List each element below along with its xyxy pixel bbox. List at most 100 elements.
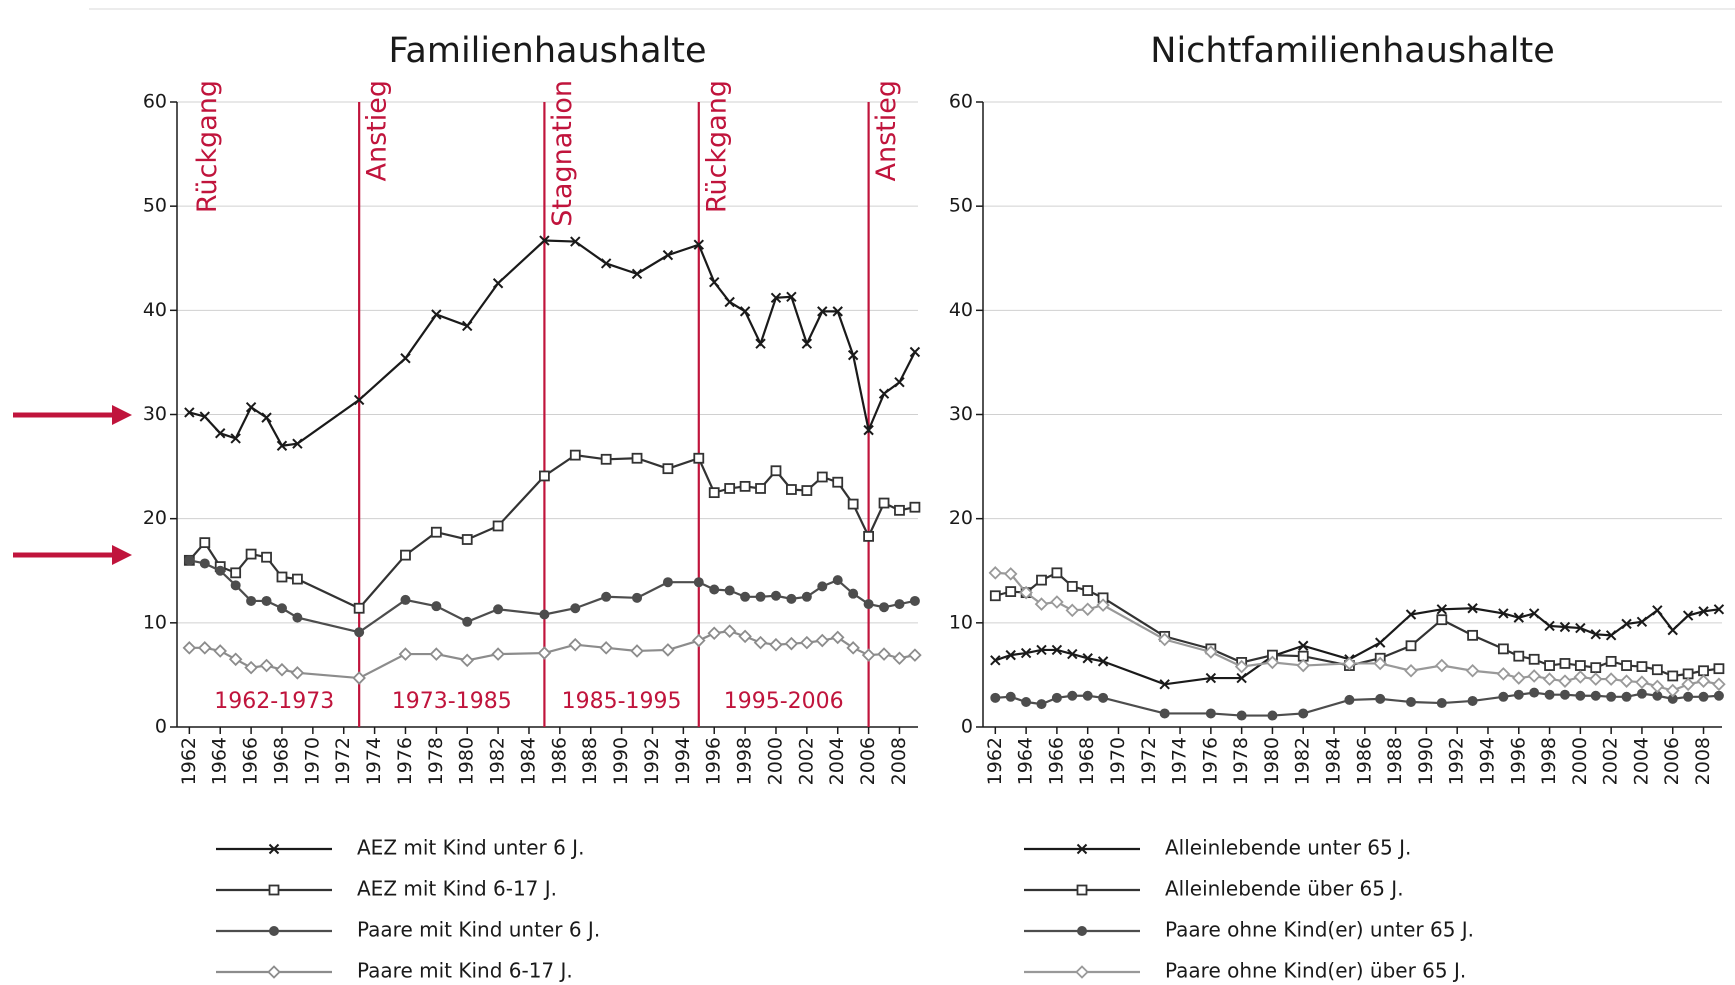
marker: [276, 571, 288, 583]
marker: [990, 692, 1001, 703]
legend-label: AEZ mit Kind 6-17 J.: [357, 877, 557, 901]
x-tick-label: 1968: [1076, 737, 1098, 785]
legend-marker: [1076, 843, 1088, 855]
marker: [738, 629, 752, 644]
marker: [215, 428, 226, 439]
marker: [600, 258, 612, 269]
legend-label: Paare mit Kind unter 6 J.: [357, 918, 600, 942]
marker: [1574, 660, 1586, 671]
marker: [352, 671, 366, 685]
marker: [1205, 672, 1217, 684]
marker: [832, 575, 843, 586]
marker: [879, 602, 890, 613]
marker: [800, 635, 814, 650]
legend-label: Paare mit Kind 6-17 J.: [357, 959, 573, 983]
marker: [1652, 605, 1663, 616]
marker: [1513, 650, 1525, 662]
marker: [693, 577, 704, 588]
x-tick-label: 2000: [764, 737, 786, 785]
marker: [786, 484, 797, 495]
legend-label: AEZ mit Kind unter 6 J.: [357, 836, 584, 860]
marker: [662, 463, 674, 475]
marker: [878, 497, 890, 509]
marker: [1604, 672, 1618, 686]
marker: [786, 593, 797, 604]
marker: [1636, 688, 1647, 699]
marker: [539, 609, 550, 620]
marker: [740, 591, 751, 602]
marker: [846, 641, 860, 655]
marker: [847, 498, 859, 510]
marker: [1019, 585, 1033, 600]
x-tick-label: 1986: [1353, 737, 1375, 785]
marker: [770, 590, 781, 601]
marker: [199, 558, 210, 569]
x-tick-label: 1996: [1507, 737, 1529, 785]
marker: [709, 584, 720, 595]
marker: [909, 346, 921, 358]
marker: [244, 660, 258, 675]
marker: [662, 577, 673, 588]
marker: [755, 591, 766, 602]
legend-marker: [1075, 965, 1089, 979]
marker: [1667, 670, 1679, 682]
marker: [461, 534, 473, 545]
marker: [1436, 604, 1448, 615]
marker: [539, 470, 550, 482]
marker: [1635, 675, 1649, 689]
phase-label: Rückgang: [701, 80, 732, 213]
marker: [1467, 695, 1478, 706]
x-tick-label: 1984: [1323, 737, 1345, 785]
marker: [292, 438, 303, 449]
marker: [228, 652, 243, 667]
marker: [1082, 690, 1093, 701]
marker: [817, 306, 828, 317]
marker: [1036, 644, 1047, 656]
marker: [292, 612, 303, 623]
marker: [1544, 689, 1555, 700]
marker: [786, 291, 797, 302]
marker: [431, 601, 442, 612]
marker: [245, 548, 257, 560]
marker: [1559, 658, 1571, 669]
marker: [1097, 656, 1109, 667]
marker: [184, 555, 195, 566]
legend-marker: [267, 965, 281, 979]
marker: [537, 646, 552, 660]
marker: [863, 599, 874, 610]
series-line: [995, 571, 1720, 692]
marker: [630, 644, 644, 658]
marker: [1513, 689, 1524, 700]
x-tick-label: 1992: [641, 737, 663, 785]
marker: [261, 412, 272, 423]
marker: [1636, 616, 1648, 627]
y-tick-label: 50: [143, 195, 167, 217]
marker: [1159, 708, 1170, 719]
marker: [1698, 691, 1709, 702]
y-tick-label: 30: [143, 403, 167, 425]
marker: [1713, 690, 1724, 701]
legend-marker: [1076, 884, 1088, 896]
marker: [1467, 603, 1478, 614]
marker: [1650, 679, 1665, 694]
marker: [693, 452, 705, 464]
x-tick-label: 1978: [425, 737, 447, 785]
legend-label: Paare ohne Kind(er) unter 65 J.: [1165, 918, 1474, 942]
marker: [1665, 683, 1680, 698]
marker: [724, 296, 735, 308]
phase-label: Anstieg: [362, 80, 393, 182]
marker: [692, 633, 706, 648]
marker: [1005, 649, 1016, 661]
marker: [1036, 699, 1047, 710]
marker: [1005, 691, 1016, 702]
x-tick-label: 1982: [1292, 737, 1314, 785]
marker: [1405, 640, 1417, 652]
marker: [1234, 659, 1249, 674]
marker: [661, 643, 675, 657]
marker: [1036, 574, 1047, 586]
x-tick-label: 1964: [1015, 737, 1037, 785]
marker: [662, 249, 674, 261]
marker: [1098, 692, 1109, 703]
marker: [1034, 597, 1049, 611]
marker: [832, 306, 843, 317]
